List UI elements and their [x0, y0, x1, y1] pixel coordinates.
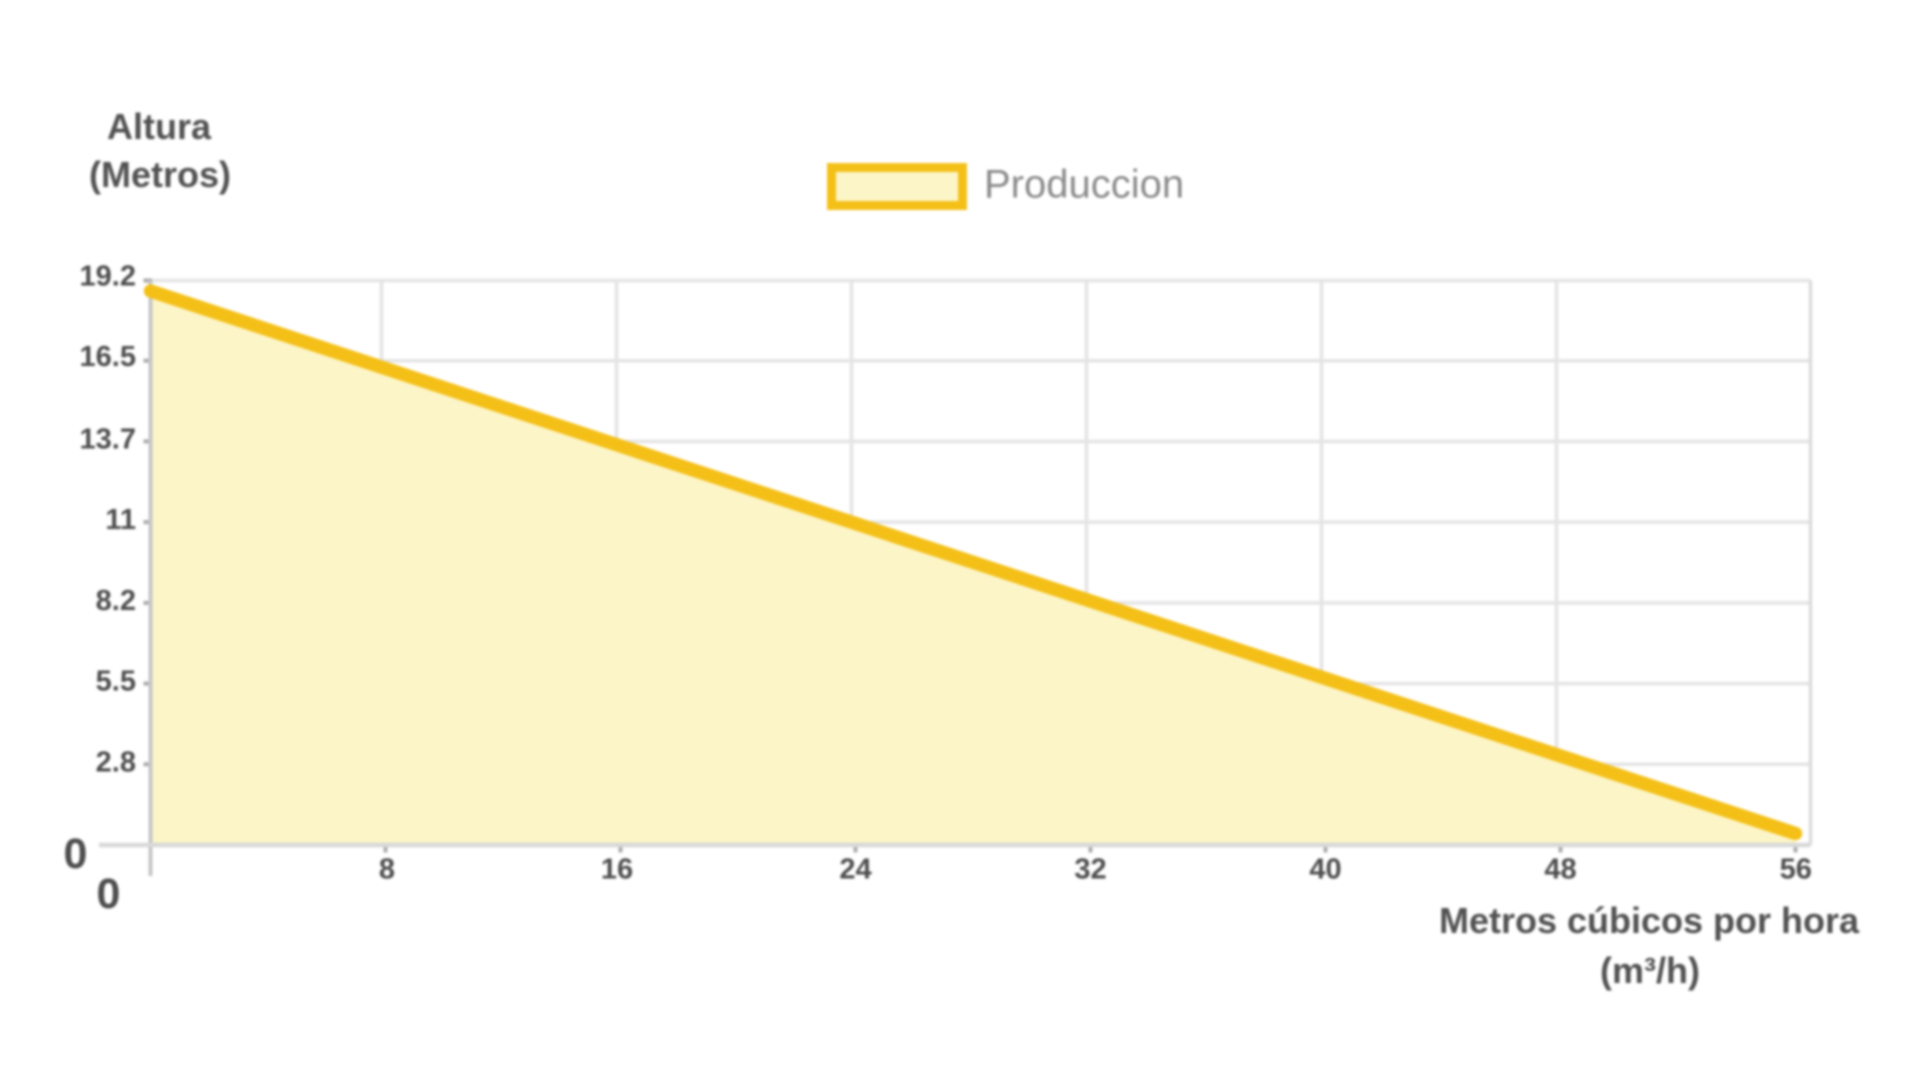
svg-text:56: 56 — [1780, 854, 1812, 886]
svg-text:Metros cúbicos por hora: Metros cúbicos por hora — [1439, 900, 1860, 941]
svg-text:16.5: 16.5 — [80, 341, 136, 373]
svg-text:8.2: 8.2 — [96, 585, 136, 617]
svg-text:19.2: 19.2 — [80, 261, 136, 293]
svg-text:2.8: 2.8 — [96, 746, 136, 778]
svg-text:5.5: 5.5 — [96, 666, 136, 698]
svg-text:48: 48 — [1544, 854, 1576, 886]
svg-text:40: 40 — [1309, 854, 1341, 886]
svg-text:Produccion: Produccion — [984, 163, 1184, 207]
svg-text:16: 16 — [601, 854, 633, 886]
svg-text:13.7: 13.7 — [80, 423, 136, 455]
svg-text:24: 24 — [839, 854, 871, 886]
svg-text:0: 0 — [97, 870, 121, 918]
svg-text:11: 11 — [105, 504, 136, 536]
svg-text:(m³/h): (m³/h) — [1600, 950, 1700, 991]
svg-text:Altura: Altura — [107, 106, 212, 147]
svg-text:8: 8 — [379, 854, 395, 886]
svg-text:0: 0 — [63, 830, 87, 878]
svg-text:32: 32 — [1074, 854, 1106, 886]
svg-text:(Metros): (Metros) — [89, 154, 231, 195]
